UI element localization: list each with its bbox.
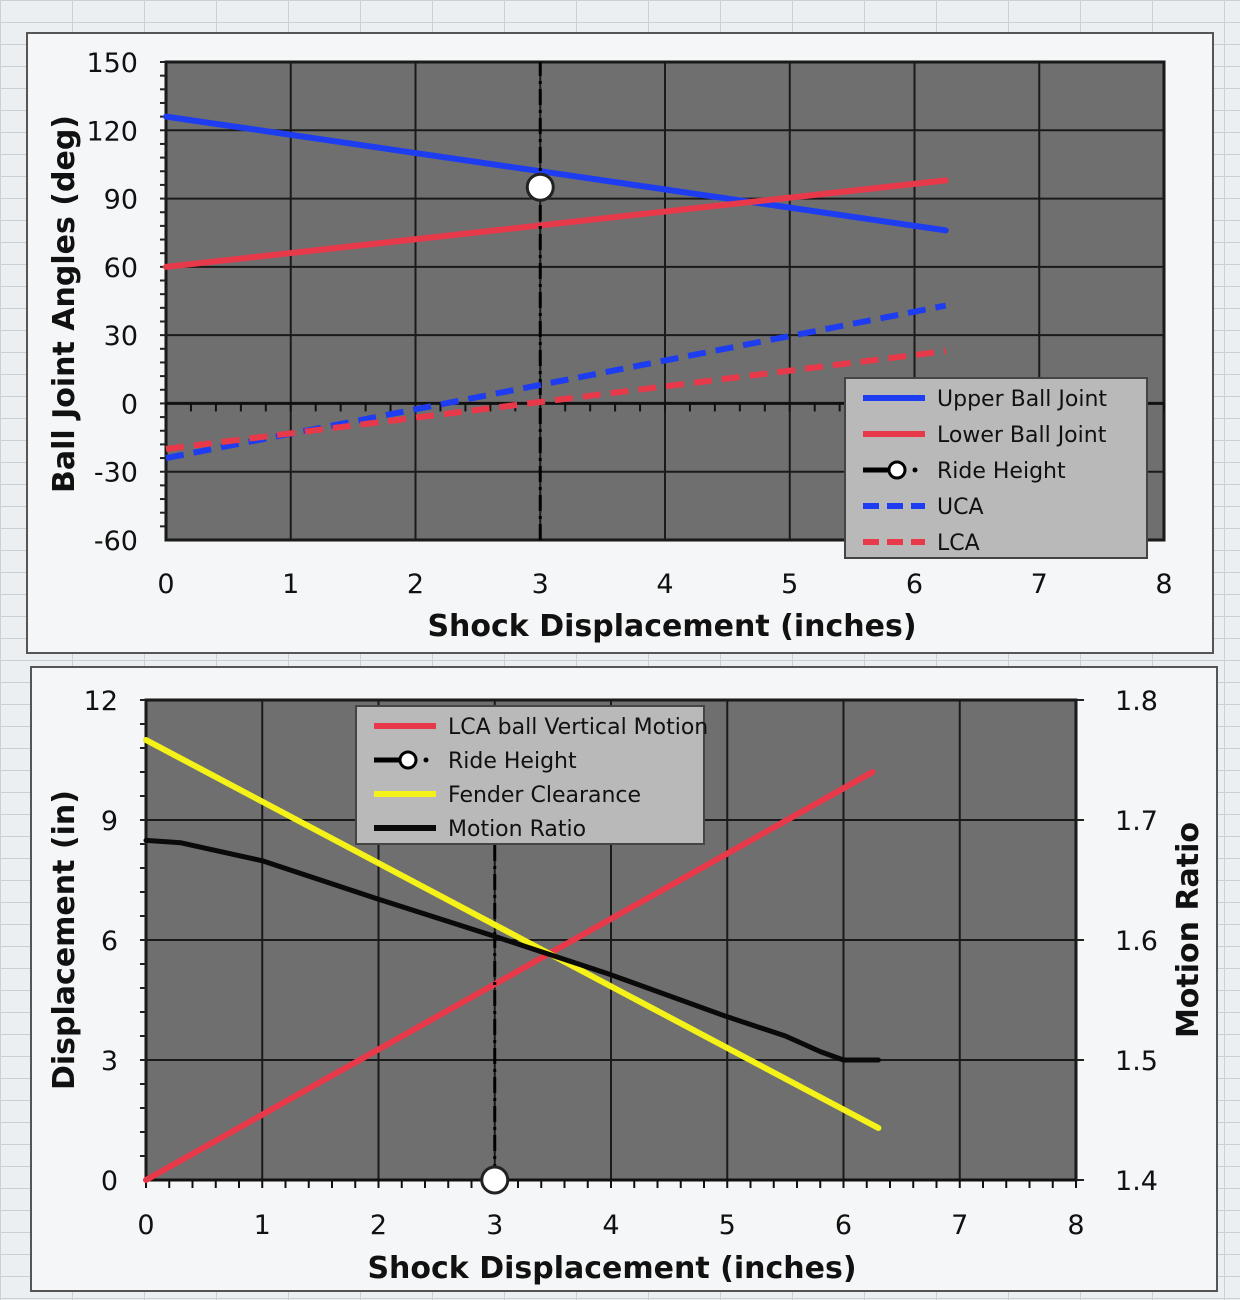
x-axis-title: Shock Displacement (inches) bbox=[367, 1251, 856, 1286]
series-upper-ball-joint bbox=[163, 113, 949, 234]
y2-tick-label: 1.8 bbox=[1115, 686, 1158, 717]
ball-joint-angles-chart: 0 1 2 3 4 5 6 7 8 150 120 90 60 30 0 -30 -60 Shock Displa… bbox=[47, 48, 1173, 644]
series-motion-ratio bbox=[143, 837, 881, 1063]
y-tick-label: 30 bbox=[104, 321, 138, 352]
series-lower-ball-joint bbox=[163, 177, 949, 270]
x-tick-label: 2 bbox=[370, 1210, 387, 1241]
legend-swatch-marker bbox=[398, 750, 418, 770]
x-tick-label: 7 bbox=[1031, 569, 1048, 600]
x-tick-label: 7 bbox=[951, 1210, 968, 1241]
series-lca-ball-vertical-motion bbox=[143, 769, 876, 1183]
x-tick-label: 6 bbox=[835, 1210, 852, 1241]
legend-label: Ride Height bbox=[448, 749, 577, 774]
x-axis-title: Shock Displacement (inches) bbox=[427, 609, 916, 644]
y2-tick-label: 1.6 bbox=[1115, 926, 1158, 957]
x-tick-label: 6 bbox=[906, 569, 923, 600]
legend-label: LCA ball Vertical Motion bbox=[448, 715, 708, 740]
legend-label: Motion Ratio bbox=[448, 817, 586, 842]
y-axis-title: Ball Joint Angles (deg) bbox=[47, 115, 82, 493]
x-tick-label: 8 bbox=[1155, 569, 1172, 600]
y2-axis-title: Motion Ratio bbox=[1171, 822, 1206, 1038]
series-fender-clearance bbox=[143, 737, 882, 1131]
y-tick-label: 60 bbox=[104, 253, 138, 284]
legend-label: Upper Ball Joint bbox=[937, 387, 1107, 412]
series-uca bbox=[165, 302, 947, 462]
legend-label: UCA bbox=[937, 495, 984, 520]
legend-swatch-dot bbox=[423, 757, 429, 763]
y-tick-label: 0 bbox=[101, 1166, 118, 1197]
x-tick-label: 1 bbox=[254, 1210, 271, 1241]
ride-height-marker bbox=[525, 172, 555, 202]
series-lca bbox=[165, 348, 947, 452]
x-tick-label: 4 bbox=[656, 569, 673, 600]
y2-tick-label: 1.4 bbox=[1115, 1166, 1158, 1197]
x-tick-label: 3 bbox=[486, 1210, 503, 1241]
y-tick-label: 3 bbox=[101, 1046, 118, 1077]
legend-swatch-dot bbox=[912, 467, 918, 473]
y-tick-label: 9 bbox=[101, 806, 118, 837]
y-tick-label: 120 bbox=[86, 116, 138, 147]
legend-label: LCA bbox=[937, 531, 980, 556]
x-tick-label: 3 bbox=[532, 569, 549, 600]
y-tick-label: -60 bbox=[94, 526, 138, 557]
x-tick-label: 5 bbox=[719, 1210, 736, 1241]
legend-label: Ride Height bbox=[937, 459, 1066, 484]
y-tick-label: -30 bbox=[94, 458, 138, 489]
x-tick-label: 1 bbox=[282, 569, 299, 600]
ride-height-marker bbox=[480, 1165, 510, 1195]
y2-tick-label: 1.5 bbox=[1115, 1046, 1158, 1077]
y-tick-label: 90 bbox=[104, 185, 138, 216]
x-tick-label: 4 bbox=[602, 1210, 619, 1241]
legend-swatch-marker bbox=[887, 460, 907, 480]
y-tick-label: 150 bbox=[86, 48, 138, 79]
x-tick-label: 0 bbox=[137, 1210, 154, 1241]
y2-tick-label: 1.7 bbox=[1115, 806, 1158, 837]
x-tick-label: 5 bbox=[781, 569, 798, 600]
x-tick-label: 0 bbox=[157, 569, 174, 600]
legend-label: Lower Ball Joint bbox=[937, 423, 1107, 448]
legend-label: Fender Clearance bbox=[448, 783, 641, 808]
y-axis-title: Displacement (in) bbox=[47, 790, 82, 1090]
y-tick-label: 12 bbox=[84, 686, 118, 717]
x-tick-label: 8 bbox=[1067, 1210, 1084, 1241]
y-tick-label: 0 bbox=[121, 389, 138, 420]
x-tick-label: 2 bbox=[407, 569, 424, 600]
y-tick-label: 6 bbox=[101, 926, 118, 957]
